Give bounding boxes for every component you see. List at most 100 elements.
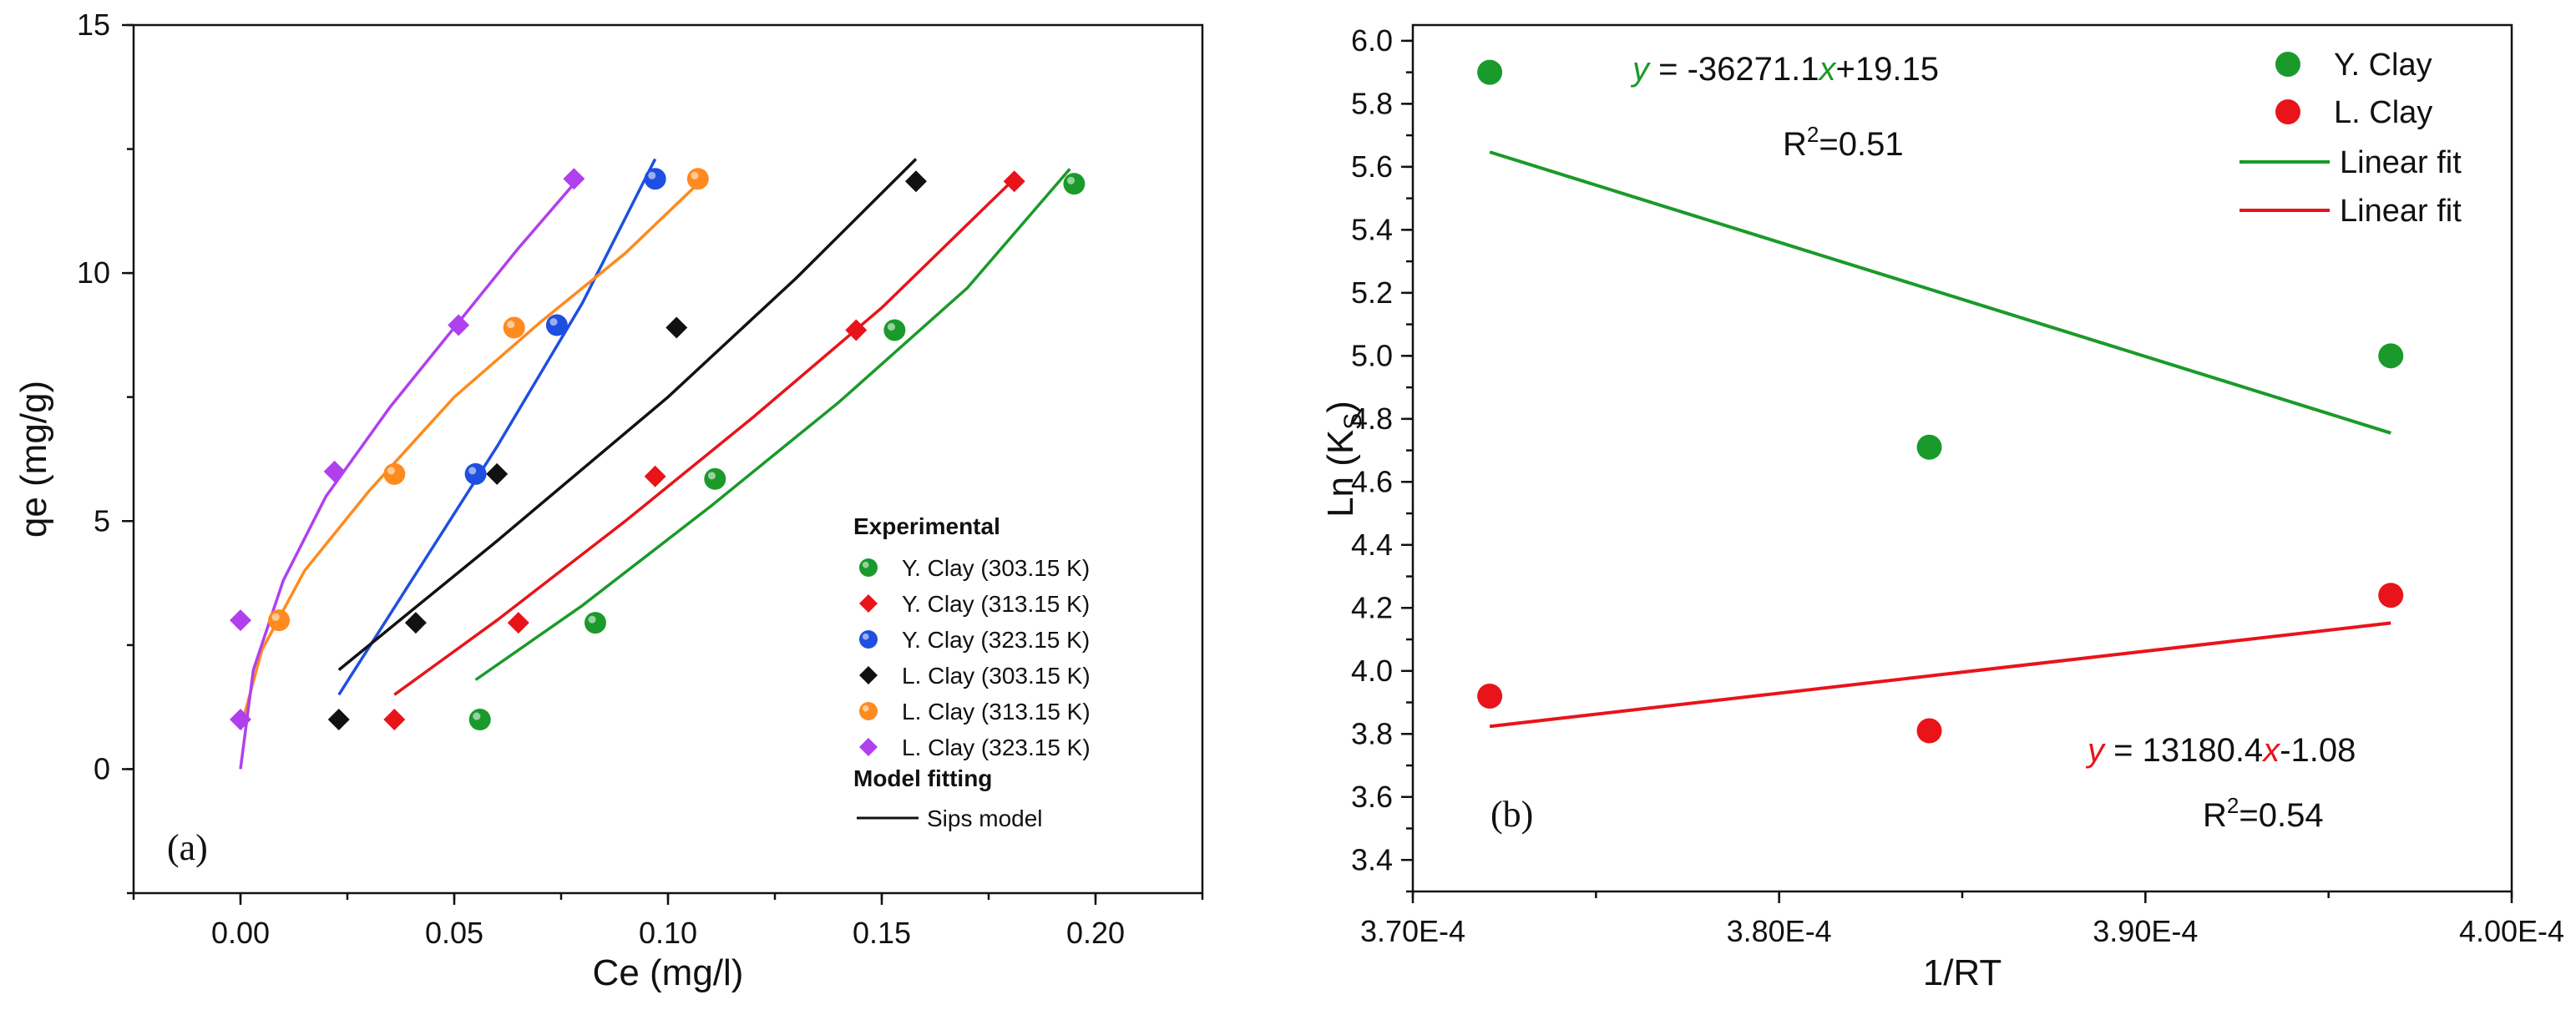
legend-marker-shine <box>862 561 869 568</box>
panel-b-legend: Y. Clay L. Clay Linear fit Linear fit <box>2239 48 2462 229</box>
panel-b-x-axis-title: 1/RT <box>1923 952 2002 993</box>
legend-marker-body <box>859 702 878 720</box>
data-point <box>883 319 906 341</box>
data-point <box>644 465 666 487</box>
eq1-r2-sup: 2 <box>1807 122 1819 147</box>
b-xtick-label: 3.80E-4 <box>1727 914 1832 948</box>
sips-fit-line <box>239 182 700 730</box>
panel-a-tick-labels: 0.00 0.05 0.10 0.15 0.20 0 5 10 15 <box>77 8 1125 950</box>
y-clay-r2: R2=0.51 <box>1783 122 1904 163</box>
data-point <box>1063 173 1086 195</box>
eq2-middle: = 13180.4 <box>2104 732 2263 769</box>
legend-marker <box>859 558 878 577</box>
b-ytick-label: 4.2 <box>1351 590 1393 624</box>
sips-fit-line <box>393 177 1015 696</box>
sips-fit-line <box>474 168 1071 681</box>
a-ytick-label: 15 <box>77 8 110 42</box>
ylabel-close: ) <box>1320 401 1361 413</box>
panel-a-ticks <box>122 23 1204 905</box>
a-ytick-label: 0 <box>94 751 110 785</box>
data-point-shine <box>271 613 280 621</box>
data-point-body <box>383 462 406 485</box>
legend-l-clay-marker <box>2275 99 2300 124</box>
data-point <box>704 467 726 490</box>
data-point-body <box>503 316 525 339</box>
legend-label: Y. Clay (313.15 K) <box>902 591 1090 617</box>
panel-a-plot-frame <box>132 23 1204 895</box>
panel-a-legend-items: Y. Clay (303.15 K) Y. Clay (313.15 K) Y. C… <box>859 555 1091 760</box>
legend-marker <box>859 738 878 756</box>
eq1-r2-prefix: R <box>1783 126 1807 163</box>
sips-fit-line <box>337 158 657 696</box>
data-point <box>584 612 606 634</box>
legend-sips-label: Sips model <box>927 805 1043 831</box>
legend-label: L. Clay (323.15 K) <box>902 735 1091 760</box>
data-point-shine <box>691 171 699 179</box>
data-point <box>686 168 709 190</box>
panel-b-ticks <box>1401 39 2513 903</box>
data-point-shine <box>473 712 481 720</box>
data-point-shine <box>507 321 515 329</box>
a-xtick-label: 0.10 <box>639 916 697 950</box>
data-point <box>464 462 487 485</box>
data-point <box>448 314 470 336</box>
data-point <box>1477 59 1503 85</box>
eq1-r2-value: =0.51 <box>1819 126 1903 163</box>
eq1-y: y <box>1630 51 1652 88</box>
data-point-shine <box>1066 176 1075 184</box>
eq2-tail: -1.08 <box>2280 732 2356 769</box>
eq2-r2-value: =0.54 <box>2239 797 2323 834</box>
b-xtick-label: 3.70E-4 <box>1360 914 1465 948</box>
data-point <box>404 612 427 634</box>
b-ytick-label: 6.0 <box>1351 23 1393 58</box>
b-ytick-label: 5.4 <box>1351 212 1393 246</box>
data-point-body <box>268 609 291 632</box>
eq1-tail: +19.15 <box>1836 51 1939 88</box>
a-ytick-label: 5 <box>94 503 110 538</box>
data-point <box>503 316 525 339</box>
legend-title-experimental: Experimental <box>853 513 1000 539</box>
data-point-body <box>1063 173 1086 195</box>
ylabel-main: Ln (K <box>1320 430 1361 518</box>
data-point <box>486 462 509 485</box>
panel-a-x-axis-title: Ce (mg/l) <box>593 952 744 993</box>
data-point <box>1916 718 1942 744</box>
data-point <box>904 170 927 193</box>
data-point-shine <box>707 472 716 480</box>
legend-marker <box>859 702 878 720</box>
data-point-shine <box>387 467 395 475</box>
legend-l-linear-fit-label: Linear fit <box>2340 194 2462 229</box>
data-point-body <box>464 462 487 485</box>
panel-b-vanthoff-chart: 3.70E-4 3.80E-4 3.90E-4 4.00E-4 3.4 3.6 3.8 4.0… <box>1320 23 2564 993</box>
data-point-body <box>686 168 709 190</box>
data-point <box>323 460 346 482</box>
sips-fit-line <box>337 158 918 671</box>
a-xtick-label: 0.05 <box>425 916 483 950</box>
data-point <box>383 462 406 485</box>
legend-marker-shine <box>862 704 869 712</box>
y-clay-equation: y = -36271.1x+19.15 <box>1630 51 1939 88</box>
data-point-shine <box>549 318 558 326</box>
data-point <box>230 609 251 632</box>
data-point <box>230 709 251 730</box>
data-point <box>1477 683 1503 709</box>
data-point <box>563 168 585 190</box>
eq2-x: x <box>2261 732 2281 769</box>
legend-label: L. Clay (313.15 K) <box>902 699 1091 725</box>
b-ytick-label: 5.2 <box>1351 275 1393 310</box>
panel-a-label: (a) <box>167 827 208 868</box>
panel-b-linear-fit-lines <box>1489 150 2391 729</box>
legend-marker-shine <box>862 633 869 640</box>
data-point-body <box>644 168 666 190</box>
b-ytick-label: 3.4 <box>1351 842 1393 876</box>
b-ytick-label: 4.8 <box>1351 401 1393 436</box>
data-point <box>545 314 568 336</box>
data-point <box>327 709 350 730</box>
data-point <box>468 709 491 730</box>
legend-y-clay-label: Y. Clay <box>2334 48 2432 83</box>
panel-a-sips-fit-lines <box>239 158 1071 770</box>
data-point <box>666 316 688 339</box>
legend-title-model-fitting: Model fitting <box>853 765 992 791</box>
linear-fit-line <box>1489 150 2391 435</box>
